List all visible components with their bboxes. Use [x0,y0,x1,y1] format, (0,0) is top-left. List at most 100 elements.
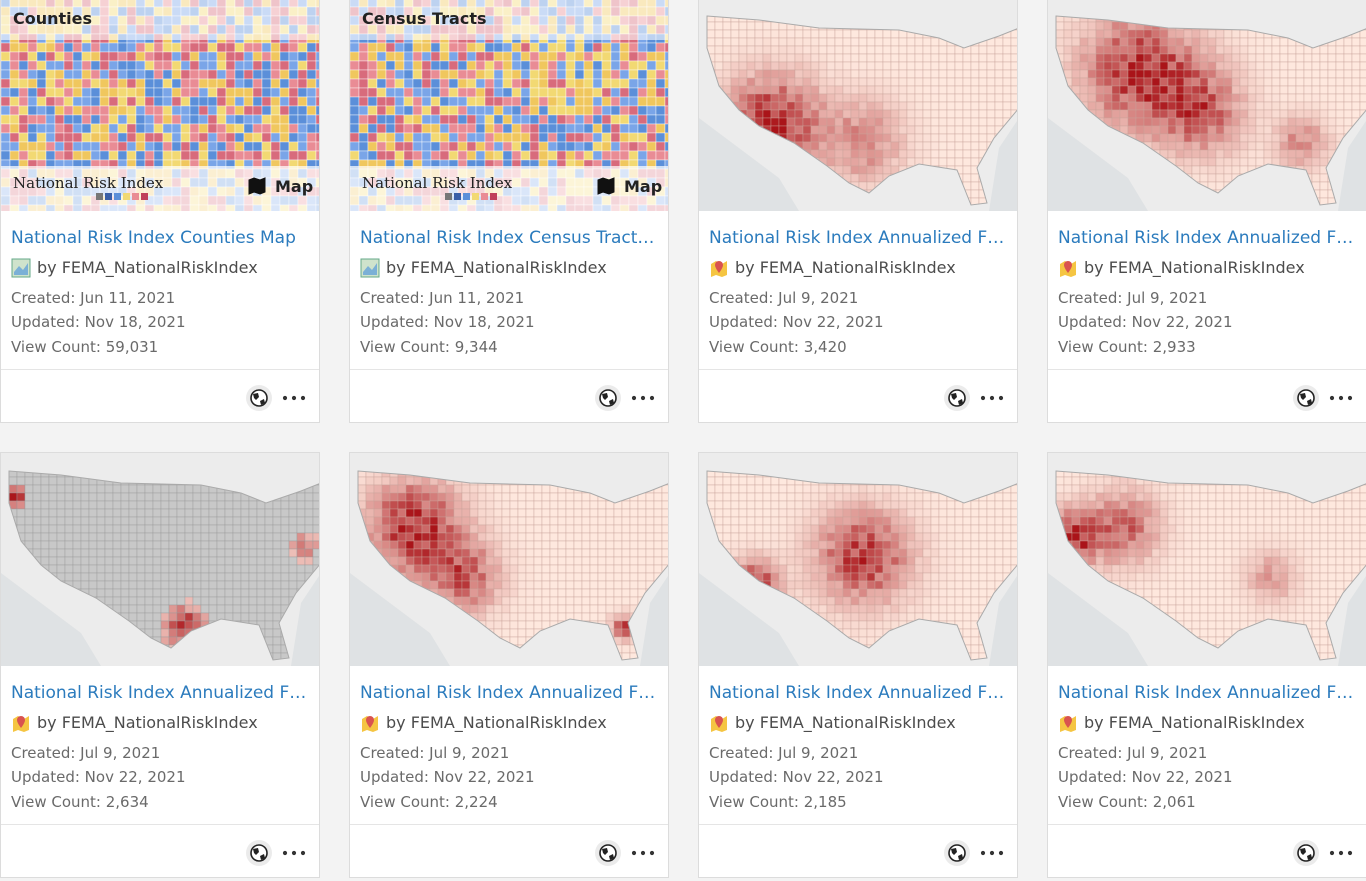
county [120,508,130,518]
county [200,508,210,518]
county [986,61,996,71]
map-cell [261,42,272,53]
map-cell [207,69,218,80]
map-cell [234,60,245,71]
county [1319,101,1329,111]
county [136,540,146,550]
county [1351,85,1361,95]
county [1063,45,1073,55]
map-cell [367,87,378,98]
county [216,524,226,534]
item-title[interactable]: National Risk Index Annualized F… [1058,228,1354,248]
county [128,532,138,542]
map-cell [252,69,263,80]
map-cell [610,96,621,107]
county [144,532,154,542]
county [1010,93,1017,103]
map-cell [457,87,468,98]
county [1279,37,1289,47]
county [80,500,90,510]
county [834,37,844,47]
county [866,109,876,119]
county [112,492,122,502]
county [1143,53,1153,63]
county [208,492,218,502]
county [80,564,90,574]
county [120,596,130,606]
separator [1048,369,1366,370]
county [224,588,234,598]
map-cell [81,42,92,53]
map-cell [592,78,603,89]
county [1311,69,1321,79]
item-owner[interactable]: by FEMA_NationalRiskIndex [386,258,607,277]
more-button[interactable] [631,395,637,401]
county [1207,29,1217,39]
map-cell [610,60,621,71]
item-owner[interactable]: by FEMA_NationalRiskIndex [1084,258,1305,277]
county [842,157,852,167]
item-views: View Count: 59,031 [11,338,159,356]
map-cell [99,105,110,116]
county [842,149,852,159]
county [1002,61,1012,71]
county [922,117,932,127]
more-button[interactable] [282,395,288,401]
county [48,492,58,502]
map-cell [610,132,621,143]
thumbnail[interactable] [1048,0,1366,211]
county [176,580,186,590]
item-title[interactable]: National Risk Index Counties Map [11,228,296,248]
county [56,524,66,534]
county [48,524,58,534]
county [112,556,122,566]
map-cell [225,150,236,161]
map-cell [81,78,92,89]
county [1335,45,1345,55]
county [1127,93,1137,103]
item-title[interactable]: National Risk Index Annualized F… [709,228,1005,248]
county [890,69,900,79]
item-title[interactable]: National Risk Index Census Tract… [360,228,655,248]
county [786,45,796,55]
county [882,61,892,71]
more-button[interactable] [980,395,986,401]
map-cell [252,114,263,125]
icon-glyph [14,263,28,275]
county [778,101,788,111]
county [1207,133,1217,143]
globe-icon [948,389,966,407]
more-button[interactable] [1329,395,1335,401]
item-owner[interactable]: by FEMA_NationalRiskIndex [37,258,258,277]
county [1255,141,1265,151]
map-cell [358,123,369,134]
county [1239,149,1249,159]
county [152,492,162,502]
county [184,556,194,566]
county [1135,37,1145,47]
item-owner[interactable]: by FEMA_NationalRiskIndex [735,258,956,277]
county [1010,45,1017,55]
county [1175,141,1185,151]
county [128,548,138,558]
map-cell [475,123,486,134]
map-cell [610,114,621,125]
county [994,93,1004,103]
map-cell [18,141,29,152]
county [922,69,932,79]
map-cell [457,141,468,152]
county [850,125,860,135]
county [730,53,740,63]
map-cell [520,132,531,143]
county [962,141,972,151]
thumbnail[interactable] [699,0,1018,211]
county [288,524,298,534]
county [770,61,780,71]
map-cell [493,78,504,89]
thumbnail[interactable] [1,453,320,666]
county [176,628,186,638]
map-cell [180,150,191,161]
map-cell [574,42,585,53]
county [88,508,98,518]
map-cell [126,132,137,143]
